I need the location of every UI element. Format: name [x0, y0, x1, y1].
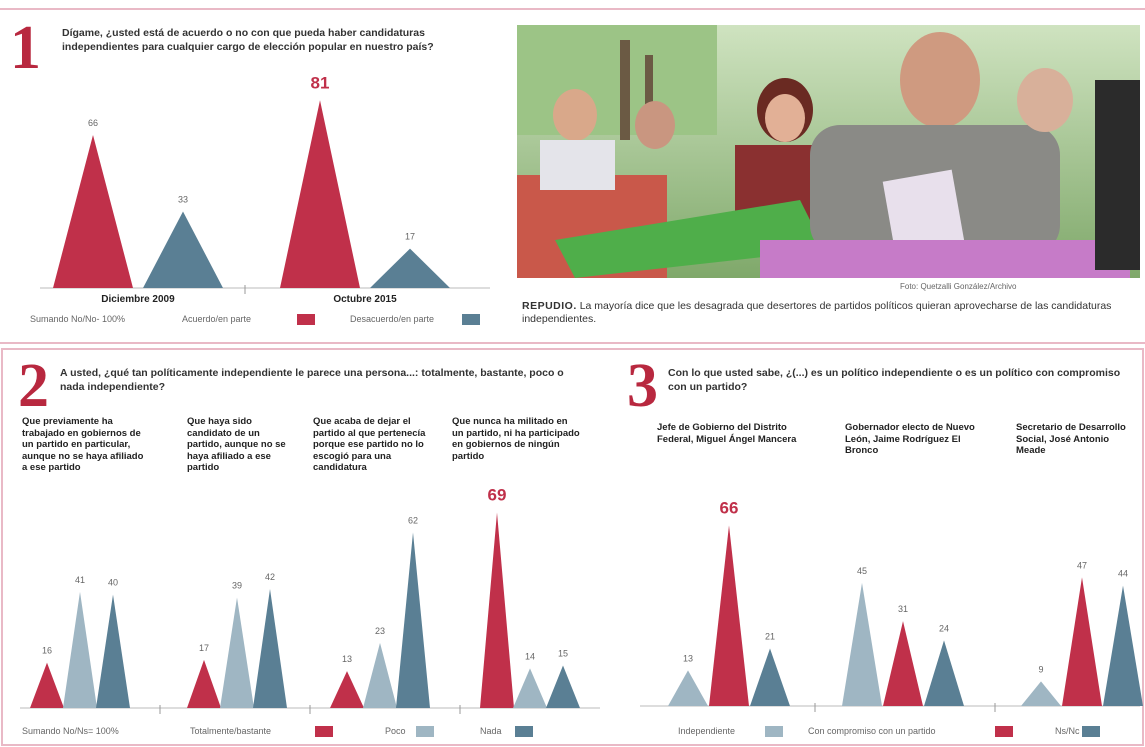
- peak: [63, 592, 97, 708]
- legend-note: Sumando No/Ns= 100%: [22, 726, 119, 736]
- peak: [396, 532, 430, 708]
- panel-border: [2, 349, 1143, 745]
- peak: [709, 525, 749, 706]
- value-label: 24: [939, 623, 949, 633]
- peak: [842, 583, 882, 706]
- legend-swatch: [765, 726, 783, 737]
- category-label: Que previamente ha trabajado en gobierno…: [22, 416, 144, 474]
- peak: [253, 589, 287, 708]
- photo: [517, 25, 1140, 278]
- peak: [280, 100, 360, 288]
- value-label: 47: [1077, 560, 1087, 570]
- category-label: Octubre 2015: [333, 294, 397, 305]
- value-label: 17: [405, 232, 415, 242]
- category-label: Que haya sido candidato de un partido, a…: [187, 416, 297, 474]
- legend-swatch: [297, 314, 315, 325]
- value-label: 69: [488, 486, 507, 505]
- value-label: 16: [42, 646, 52, 656]
- legend-label: Poco: [385, 726, 406, 736]
- legend-swatch: [995, 726, 1013, 737]
- legend-note: Sumando No/No- 100%: [30, 314, 125, 324]
- value-label: 13: [342, 654, 352, 664]
- category-label: Secretario de Desarrollo Social, José An…: [1016, 422, 1136, 457]
- question-title: Con lo que usted sabe, ¿(...) es un polí…: [668, 366, 1138, 394]
- peak: [480, 513, 514, 709]
- caption-lead: REPUDIO.: [522, 300, 577, 312]
- value-label: 9: [1038, 664, 1043, 674]
- photo-caption: REPUDIO. La mayoría dice que les desagra…: [522, 300, 1122, 326]
- peak: [1103, 586, 1143, 706]
- category-label: Gobernador electo de Nuevo León, Jaime R…: [845, 422, 980, 457]
- peak: [546, 666, 580, 709]
- legend-label: Con compromiso con un partido: [808, 726, 936, 736]
- peak: [330, 671, 364, 708]
- legend-label: Totalmente/bastante: [190, 726, 271, 736]
- value-label: 23: [375, 626, 385, 636]
- peak: [220, 598, 254, 709]
- value-label: 13: [683, 653, 693, 663]
- question-title: A usted, ¿qué tan políticamente independ…: [60, 366, 580, 394]
- peak: [143, 212, 223, 288]
- peak: [370, 249, 450, 288]
- peak: [30, 663, 64, 708]
- peak: [883, 621, 923, 706]
- peak: [53, 135, 133, 288]
- value-label: 40: [108, 578, 118, 588]
- photo-credit: Foto: Quetzalli González/Archivo: [900, 282, 1017, 291]
- peak: [363, 643, 397, 708]
- value-label: 66: [720, 498, 739, 517]
- category-label: Que acaba de dejar el partido al que per…: [313, 416, 433, 474]
- question-number: 3: [627, 358, 658, 414]
- peak: [513, 668, 547, 708]
- legend-label: Nada: [480, 726, 502, 736]
- legend-swatch: [515, 726, 533, 737]
- peak: [924, 640, 964, 706]
- legend-label: Independiente: [678, 726, 735, 736]
- legend-label: Ns/Nc: [1055, 726, 1080, 736]
- question-number: 1: [10, 20, 41, 76]
- category-label: Diciembre 2009: [101, 294, 175, 305]
- value-label: 17: [199, 643, 209, 653]
- value-label: 42: [265, 572, 275, 582]
- value-label: 81: [311, 73, 330, 92]
- question-title: Dígame, ¿usted está de acuerdo o no con …: [62, 26, 502, 54]
- value-label: 15: [558, 649, 568, 659]
- legend-swatch: [416, 726, 434, 737]
- peak: [1062, 577, 1102, 706]
- infographic: Diciembre 2009Octubre 201566813317161713…: [0, 0, 1145, 747]
- legend-label: Desacuerdo/en parte: [350, 314, 434, 324]
- value-label: 62: [408, 515, 418, 525]
- peak: [187, 660, 221, 708]
- value-label: 66: [88, 118, 98, 128]
- value-label: 44: [1118, 569, 1128, 579]
- value-label: 33: [178, 195, 188, 205]
- legend-label: Acuerdo/en parte: [182, 314, 251, 324]
- category-label: Jefe de Gobierno del Distrito Federal, M…: [657, 422, 807, 445]
- peak: [96, 595, 130, 708]
- question-number: 2: [18, 358, 49, 414]
- value-label: 41: [75, 575, 85, 585]
- peak: [750, 649, 790, 706]
- value-label: 31: [898, 604, 908, 614]
- value-label: 14: [525, 651, 535, 661]
- value-label: 45: [857, 566, 867, 576]
- peak: [1021, 681, 1061, 706]
- legend-swatch: [462, 314, 480, 325]
- value-label: 21: [765, 632, 775, 642]
- category-label: Que nunca ha militado en un partido, ni …: [452, 416, 580, 462]
- caption-text: La mayoría dice que les desagrada que de…: [522, 300, 1111, 325]
- value-label: 39: [232, 581, 242, 591]
- peak: [668, 670, 708, 706]
- legend-swatch: [1082, 726, 1100, 737]
- legend-swatch: [315, 726, 333, 737]
